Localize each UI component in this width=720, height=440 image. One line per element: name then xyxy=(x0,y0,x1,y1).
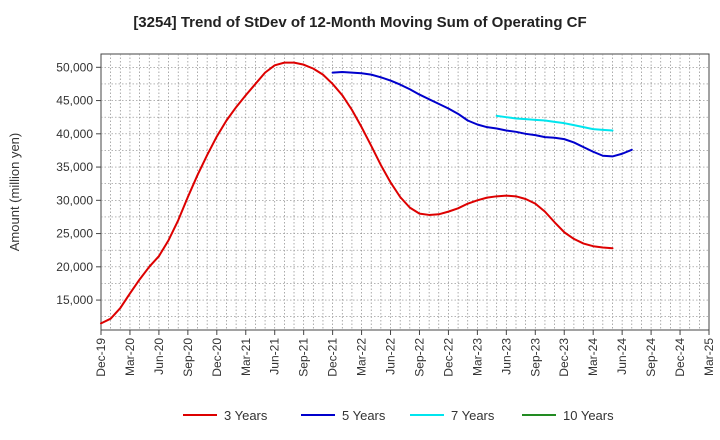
x-tick-label: Jun-24 xyxy=(615,338,629,375)
series-line xyxy=(495,114,614,132)
x-tick-label: Mar-25 xyxy=(702,338,716,376)
x-tick-label: Jun-23 xyxy=(499,338,513,375)
x-tick-label: Dec-21 xyxy=(326,338,340,377)
legend-label: 10 Years xyxy=(563,408,614,423)
series-line xyxy=(331,70,633,158)
chart-title: [3254] Trend of StDev of 12-Month Moving… xyxy=(133,14,587,31)
y-tick-label: 40,000 xyxy=(56,127,93,141)
legend-item: 3 Years xyxy=(183,408,268,423)
x-tick-label: Sep-24 xyxy=(644,338,658,377)
series-line xyxy=(100,61,614,325)
y-tick-label: 35,000 xyxy=(56,160,93,174)
x-tick-label: Jun-21 xyxy=(268,338,282,375)
x-tick-label: Jun-22 xyxy=(384,338,398,375)
x-tick-label: Dec-20 xyxy=(210,338,224,377)
x-tick-label: Mar-21 xyxy=(239,338,253,376)
legend: 3 Years 5 Years 7 Years 10 Years xyxy=(183,408,614,423)
legend-label: 3 Years xyxy=(224,408,268,423)
x-tick-label: Jun-20 xyxy=(152,338,166,375)
x-axis-ticks: Dec-19 Mar-20 Jun-20 Sep-20 Dec-20 Mar-21 Jun-… xyxy=(94,330,716,377)
x-tick-label: Dec-23 xyxy=(557,338,571,377)
legend-item: 10 Years xyxy=(522,408,614,423)
y-axis-ticks: 15,000 20,000 25,000 30,000 35,000 40,000 45,0… xyxy=(56,60,101,307)
y-tick-label: 20,000 xyxy=(56,260,93,274)
y-tick-label: 25,000 xyxy=(56,227,93,241)
legend-item: 7 Years xyxy=(410,408,495,423)
y-tick-label: 15,000 xyxy=(56,293,93,307)
x-tick-label: Dec-24 xyxy=(673,338,687,377)
grid-lines xyxy=(101,54,709,330)
x-tick-label: Sep-22 xyxy=(412,338,426,377)
x-tick-label: Mar-22 xyxy=(355,338,369,376)
y-tick-label: 50,000 xyxy=(56,60,93,74)
x-tick-label: Sep-23 xyxy=(528,338,542,377)
y-tick-label: 45,000 xyxy=(56,94,93,108)
plot-area xyxy=(100,53,710,331)
y-tick-label: 30,000 xyxy=(56,193,93,207)
x-tick-label: Dec-19 xyxy=(94,338,108,377)
x-tick-label: Sep-20 xyxy=(181,338,195,377)
x-tick-label: Mar-23 xyxy=(470,338,484,376)
x-tick-label: Mar-20 xyxy=(123,338,137,376)
legend-label: 7 Years xyxy=(451,408,495,423)
legend-item: 5 Years xyxy=(301,408,386,423)
y-axis-label: Amount (million yen) xyxy=(7,133,22,252)
legend-label: 5 Years xyxy=(342,408,386,423)
x-tick-label: Dec-22 xyxy=(441,338,455,377)
x-tick-label: Sep-21 xyxy=(297,338,311,377)
series-lines xyxy=(100,61,633,325)
x-tick-label: Mar-24 xyxy=(586,338,600,376)
